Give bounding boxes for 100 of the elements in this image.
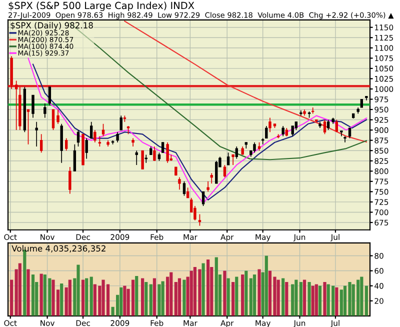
bar xyxy=(31,274,35,316)
candlestick xyxy=(44,102,46,118)
bar xyxy=(308,282,311,316)
candlestick xyxy=(235,146,238,160)
bar xyxy=(182,280,186,316)
candlestick xyxy=(64,138,68,152)
bar xyxy=(135,276,138,316)
bar xyxy=(249,278,252,316)
candlestick xyxy=(182,180,186,196)
candlestick xyxy=(323,119,326,135)
candlestick xyxy=(94,130,96,143)
legend-title: $SPX (Daily) 982.18 xyxy=(10,22,93,30)
candlestick xyxy=(40,134,43,154)
candlestick xyxy=(326,119,330,130)
bar xyxy=(206,260,210,316)
candlestick xyxy=(198,214,202,226)
candlestick xyxy=(56,109,60,124)
candlestick xyxy=(186,187,190,198)
bar xyxy=(161,281,164,316)
candlestick xyxy=(68,166,72,194)
bar xyxy=(241,274,244,316)
bar xyxy=(166,276,170,316)
bar xyxy=(120,287,123,316)
bar xyxy=(285,282,288,316)
bar xyxy=(214,257,218,316)
candlestick xyxy=(335,119,338,133)
candlestick xyxy=(52,109,55,130)
candlestick xyxy=(311,107,314,114)
bar xyxy=(123,286,126,316)
bar xyxy=(158,284,161,316)
candlestick xyxy=(135,150,138,166)
candlestick xyxy=(73,144,76,172)
bar xyxy=(235,276,238,316)
bar xyxy=(314,284,318,316)
candlestick xyxy=(85,138,88,160)
candlestick xyxy=(215,160,218,184)
candlestick xyxy=(35,121,38,147)
bar xyxy=(264,256,268,316)
bar xyxy=(340,290,343,316)
candlestick xyxy=(144,154,148,164)
candlestick xyxy=(14,80,18,130)
candlestick xyxy=(344,136,346,143)
bar xyxy=(282,278,285,316)
bar xyxy=(26,269,30,316)
candlestick xyxy=(268,117,272,133)
candlestick xyxy=(202,191,205,206)
bar xyxy=(18,263,22,316)
candlestick xyxy=(32,94,34,118)
bar xyxy=(152,278,156,316)
bar xyxy=(178,278,182,316)
bar xyxy=(40,274,43,316)
bar xyxy=(252,274,256,316)
candlestick xyxy=(210,172,213,184)
bar xyxy=(258,269,261,316)
bar xyxy=(360,276,364,316)
bar xyxy=(232,282,235,316)
candlestick xyxy=(232,154,234,166)
bar xyxy=(323,282,326,316)
candlestick xyxy=(206,180,210,192)
bar xyxy=(81,280,85,316)
candlestick xyxy=(120,115,122,130)
bar xyxy=(68,280,72,316)
bar xyxy=(170,272,173,316)
candlestick xyxy=(226,152,230,166)
candlestick xyxy=(178,176,181,190)
bar xyxy=(318,286,322,316)
candlestick xyxy=(282,126,284,137)
bar xyxy=(299,282,302,316)
candlestick xyxy=(102,123,105,137)
bar xyxy=(364,286,368,316)
candlestick xyxy=(116,132,119,143)
bar xyxy=(311,286,314,316)
candlestick xyxy=(265,126,268,139)
candlestick xyxy=(26,109,30,145)
candlestick xyxy=(90,121,93,139)
candlestick xyxy=(141,150,144,170)
bar xyxy=(244,270,248,316)
bar xyxy=(76,264,80,316)
legend-title: Volume 4,035,236,352 xyxy=(12,245,106,252)
chart-title: $SPX (S&P 500 Large Cap Index) INDX xyxy=(8,2,194,12)
bar xyxy=(190,270,193,316)
line-series xyxy=(124,20,367,143)
candlestick xyxy=(253,142,256,154)
candlestick xyxy=(291,126,294,137)
candlestick xyxy=(153,146,156,162)
bar xyxy=(144,282,148,316)
bar xyxy=(276,280,280,316)
bar xyxy=(10,280,14,316)
candlestick xyxy=(48,86,52,106)
candlestick xyxy=(98,136,102,147)
bar xyxy=(60,284,64,316)
bar xyxy=(302,280,306,316)
candlestick xyxy=(166,142,169,164)
candlestick xyxy=(348,128,352,139)
bar xyxy=(223,270,226,316)
candlestick xyxy=(76,130,80,147)
bar xyxy=(226,278,230,316)
bar xyxy=(294,280,298,316)
bar xyxy=(174,282,178,316)
bar xyxy=(291,284,294,316)
